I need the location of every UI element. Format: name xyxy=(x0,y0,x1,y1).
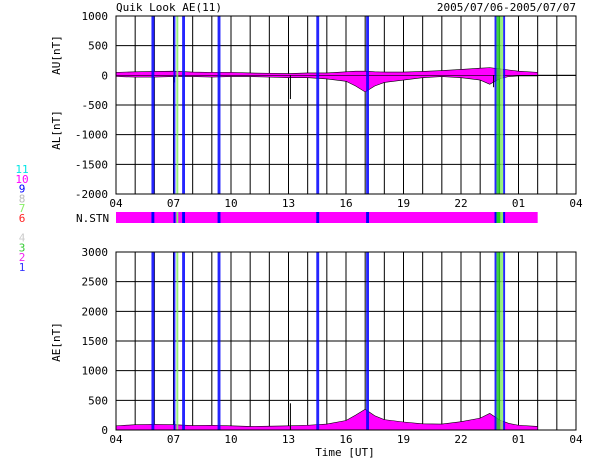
y-tick-label: 1000 xyxy=(82,365,109,378)
station-change-marker xyxy=(496,16,501,194)
station-change-marker xyxy=(500,16,504,194)
x-tick-label: 01 xyxy=(512,197,525,210)
y-tick-label: 0 xyxy=(101,424,108,437)
nstn-bar xyxy=(116,212,538,223)
x-tick-label: 22 xyxy=(454,197,467,210)
x-axis-label: Time [UT] xyxy=(315,446,375,459)
y-tick-label: 1000 xyxy=(82,10,109,23)
lower-y-ticks: 3000 2500 2000 1500 1000 500 0 xyxy=(82,246,109,437)
station-change-marker xyxy=(182,16,185,194)
y-tick-label: -1500 xyxy=(75,158,108,171)
nstn-segment xyxy=(217,212,221,223)
station-change-marker xyxy=(500,252,504,430)
y-tick-label: 500 xyxy=(88,40,108,53)
nstn-segment xyxy=(316,212,320,223)
y-tick-label: -500 xyxy=(82,99,109,112)
x-tick-label: 19 xyxy=(397,197,410,210)
station-change-marker xyxy=(176,252,179,430)
y-tick-label: 2500 xyxy=(82,276,109,289)
upper-plot xyxy=(115,16,576,194)
station-legend-entry: 5 xyxy=(19,222,26,235)
x-tick-label: 19 xyxy=(397,433,410,446)
nstn-strip: N.STN xyxy=(76,212,538,225)
station-change-marker xyxy=(494,16,497,194)
station-change-marker xyxy=(316,252,320,430)
y-tick-label: 500 xyxy=(88,394,108,407)
nstn-label: N.STN xyxy=(76,212,109,225)
y-tick-label: -1000 xyxy=(75,129,108,142)
nstn-segment xyxy=(494,212,497,223)
x-tick-label: 04 xyxy=(109,433,123,446)
station-change-marker xyxy=(316,16,320,194)
nstn-segment xyxy=(503,212,506,223)
upper-panel-au-al: 1000 500 0 -500 -1000 -1500 -2000 04 07 10 13 16 19… xyxy=(50,10,583,210)
nstn-segment xyxy=(500,212,504,223)
station-change-marker xyxy=(503,252,506,430)
station-change-marker xyxy=(151,16,155,194)
station-change-marker xyxy=(217,252,221,430)
x-tick-label: 16 xyxy=(339,433,352,446)
station-legend-entry: 6 xyxy=(19,212,26,225)
nstn-segment xyxy=(173,212,176,223)
station-change-marker xyxy=(173,16,176,194)
station-change-marker xyxy=(217,16,221,194)
al-axis-label: AL[nT] xyxy=(50,110,63,150)
x-tick-label: 07 xyxy=(167,197,180,210)
x-tick-label: 13 xyxy=(282,433,295,446)
station-legend-entry: 9 xyxy=(19,183,26,196)
station-change-marker xyxy=(503,16,506,194)
station-legend-entry: 4 xyxy=(19,232,26,245)
lower-plot xyxy=(115,252,538,431)
nstn-segment xyxy=(366,212,369,223)
x-tick-label: 04 xyxy=(109,197,123,210)
station-legend-entry: 2 xyxy=(19,251,26,264)
station-legend-entry: 8 xyxy=(19,192,26,205)
y-tick-label: -2000 xyxy=(75,188,108,201)
nstn-segment xyxy=(176,212,179,223)
station-legend-entry: 3 xyxy=(19,241,26,254)
nstn-segment xyxy=(496,212,501,223)
station-change-marker xyxy=(173,252,176,430)
station-change-marker xyxy=(496,252,501,430)
y-tick-label: 2000 xyxy=(82,305,109,318)
x-tick-label: 04 xyxy=(569,197,583,210)
date-range: 2005/07/06-2005/07/07 xyxy=(437,1,576,14)
station-legend-entry: 10 xyxy=(15,173,28,186)
chart-title: Quik Look AE(11) xyxy=(116,1,222,14)
x-tick-label: 13 xyxy=(282,197,295,210)
y-tick-label: 3000 xyxy=(82,246,109,259)
y-tick-label: 0 xyxy=(101,69,108,82)
x-tick-label: 01 xyxy=(512,433,525,446)
upper-y-ticks: 1000 500 0 -500 -1000 -1500 -2000 xyxy=(75,10,108,201)
station-change-marker xyxy=(182,252,185,430)
station-legend-entry: 7 xyxy=(19,202,26,215)
station-change-marker xyxy=(366,16,369,194)
x-tick-label: 16 xyxy=(339,197,352,210)
upper-frame xyxy=(115,15,577,195)
station-legend-entry: 11 xyxy=(15,163,28,176)
x-tick-label: 04 xyxy=(569,433,583,446)
x-tick-label: 07 xyxy=(167,433,180,446)
x-tick-label: 10 xyxy=(224,433,237,446)
lower-frame xyxy=(115,251,577,431)
station-change-marker xyxy=(366,252,369,430)
lower-x-ticks: 04 07 10 13 16 19 22 01 04 xyxy=(109,433,583,446)
station-legend-entry: 1 xyxy=(19,261,26,274)
upper-x-ticks: 04 07 10 13 16 19 22 01 04 xyxy=(109,197,583,210)
station-change-marker xyxy=(151,252,155,430)
station-change-marker xyxy=(494,252,497,430)
nstn-segment xyxy=(182,212,185,223)
y-tick-label: 1500 xyxy=(82,335,109,348)
ae-axis-label: AE[nT] xyxy=(50,322,63,362)
x-tick-label: 22 xyxy=(454,433,467,446)
nstn-segment xyxy=(151,212,155,223)
au-axis-label: AU[nT] xyxy=(50,35,63,75)
station-change-marker xyxy=(176,16,179,194)
x-tick-label: 10 xyxy=(224,197,237,210)
